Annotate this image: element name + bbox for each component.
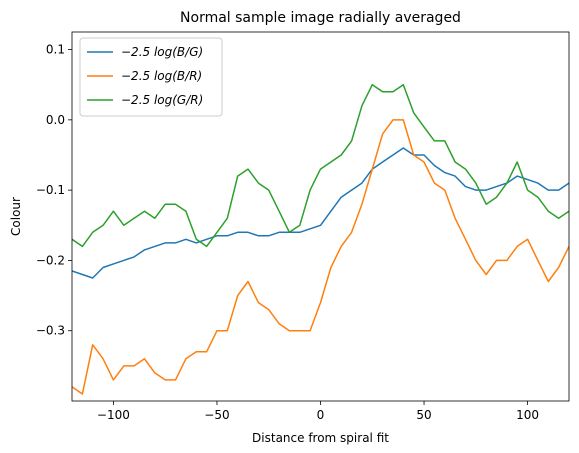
y-tick-label: 0.1 — [46, 43, 65, 57]
y-tick-label: 0.0 — [46, 113, 65, 127]
x-axis-ticks: −100 −50 0 50 100 — [97, 401, 539, 422]
legend-label-1: −2.5 log(B/R) — [121, 69, 202, 83]
chart-title: Normal sample image radially averaged — [180, 10, 461, 26]
x-axis-label: Distance from spiral fit — [252, 431, 389, 445]
legend: −2.5 log(B/G) −2.5 log(B/R) −2.5 log(G/R) — [79, 37, 223, 117]
x-tick-label: −100 — [97, 408, 130, 422]
series-line-1 — [72, 119, 569, 395]
x-tick-label: −50 — [204, 408, 229, 422]
y-axis-label: Colour — [9, 197, 23, 236]
x-tick-label: 100 — [516, 408, 539, 422]
y-tick-label: −0.2 — [36, 253, 65, 267]
legend-label-0: −2.5 log(B/G) — [121, 45, 203, 59]
x-tick-label: 0 — [317, 408, 325, 422]
series-line-0 — [72, 147, 569, 279]
y-axis-ticks: −0.3 −0.2 −0.1 0.0 0.1 — [36, 43, 72, 338]
series-line-2 — [72, 83, 569, 248]
y-tick-label: −0.1 — [36, 183, 65, 197]
legend-box — [79, 37, 223, 117]
legend-label-2: −2.5 log(G/R) — [121, 93, 203, 107]
y-tick-label: −0.3 — [36, 324, 65, 338]
x-tick-label: 50 — [416, 408, 431, 422]
